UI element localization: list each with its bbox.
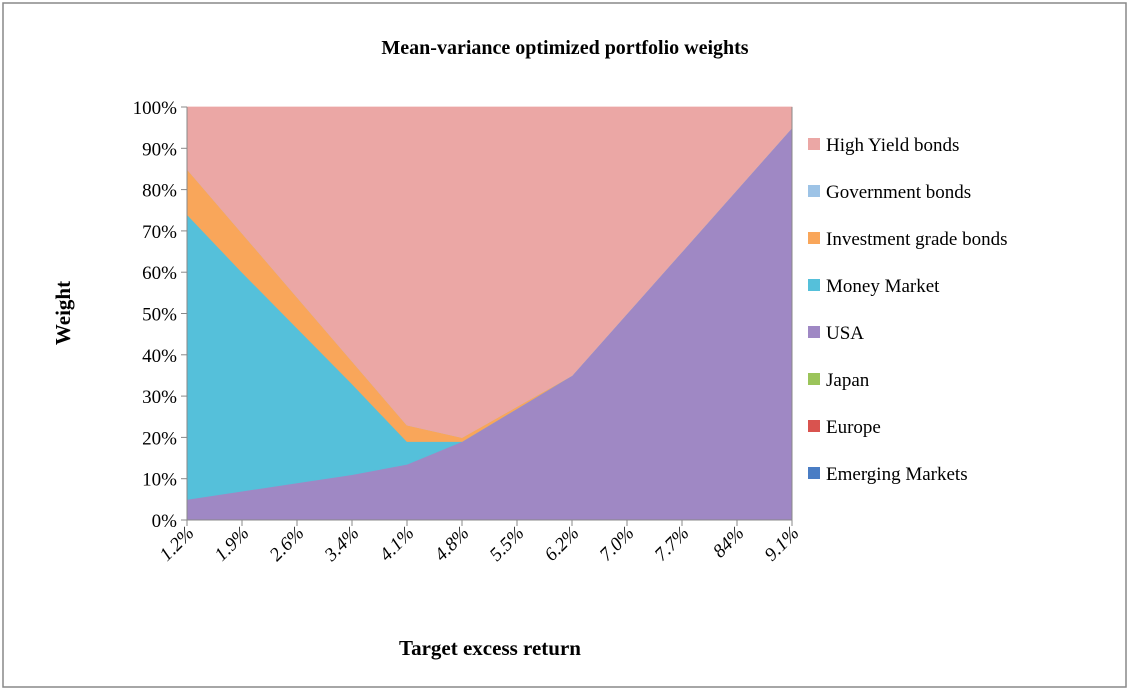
y-tick-label: 0% [152, 511, 178, 532]
legend-label: Emerging Markets [826, 464, 968, 485]
legend-swatch [808, 232, 820, 244]
legend-swatch [808, 185, 820, 197]
legend-swatch [808, 138, 820, 150]
chart-title: Mean-variance optimized portfolio weight… [381, 37, 748, 59]
legend-swatch [808, 420, 820, 432]
x-axis-label: Target excess return [399, 636, 581, 660]
legend-swatch [808, 467, 820, 479]
y-tick-label: 80% [142, 181, 177, 202]
y-tick-label: 30% [142, 387, 177, 408]
legend-label: Japan [826, 370, 870, 391]
legend-swatch [808, 373, 820, 385]
y-tick-label: 10% [142, 470, 177, 491]
legend-label: Europe [826, 417, 881, 438]
legend-label: Investment grade bonds [826, 229, 1008, 250]
y-tick-label: 90% [142, 139, 177, 160]
legend-label: High Yield bonds [826, 135, 959, 156]
legend-swatch [808, 279, 820, 291]
legend-label: Government bonds [826, 182, 971, 203]
y-tick-label: 20% [142, 428, 177, 449]
y-tick-label: 100% [133, 98, 178, 119]
legend-swatch [808, 326, 820, 338]
y-tick-label: 50% [142, 305, 177, 326]
y-axis-label: Weight [51, 281, 75, 345]
y-tick-label: 60% [142, 263, 177, 284]
y-tick-label: 70% [142, 222, 177, 243]
legend-label: Money Market [826, 276, 940, 297]
legend-label: USA [826, 323, 864, 344]
y-tick-label: 40% [142, 346, 177, 367]
